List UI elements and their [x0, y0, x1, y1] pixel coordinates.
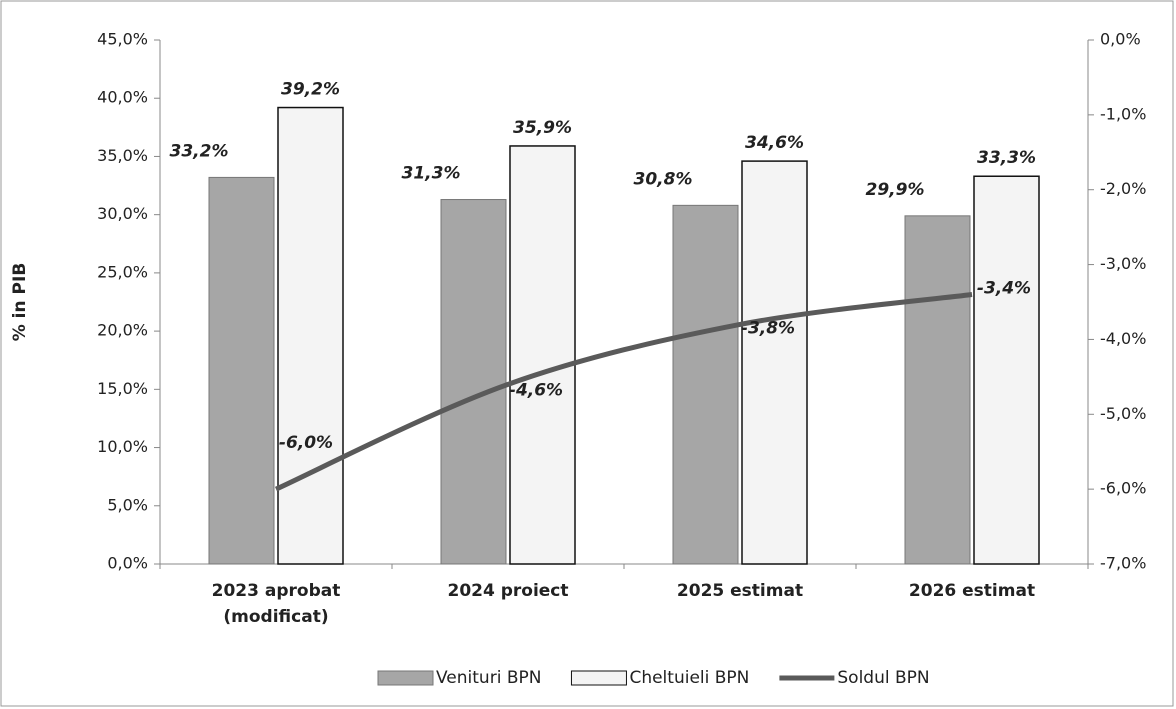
line	[274, 292, 973, 492]
y2-tick-label: -2,0%	[1100, 179, 1146, 198]
y2-tick-label: 0,0%	[1100, 30, 1141, 49]
data-label: 31,3%	[402, 164, 461, 184]
bar	[672, 204, 739, 565]
x-tick-label: 2025 estimat	[676, 581, 804, 601]
y2-tick-label: -4,0%	[1100, 329, 1146, 348]
data-label: 35,9%	[513, 118, 572, 138]
x-tick-label: 2026 estimat	[908, 581, 1036, 601]
data-label: 30,8%	[634, 169, 693, 189]
y-tick-label: 5,0%	[107, 495, 148, 514]
data-label: -3,8%	[741, 318, 795, 338]
y-tick-label: 0,0%	[107, 554, 148, 573]
legend-label: Soldul BPN	[837, 668, 929, 688]
bar	[509, 145, 576, 565]
y-tick-label: 35,0%	[97, 146, 148, 165]
x-tick-label: 2023 aprobat (modificat)	[211, 581, 341, 627]
y-tick-label: 30,0%	[97, 204, 148, 223]
data-label: -6,0%	[279, 433, 333, 453]
x-tick-label: 2024 proiect	[447, 581, 569, 601]
bar	[904, 215, 971, 565]
data-label: 34,6%	[745, 133, 804, 153]
y-tick-label: 25,0%	[97, 262, 148, 281]
data-label: 33,2%	[170, 141, 229, 161]
y2-tick-label: -3,0%	[1100, 254, 1146, 273]
y-tick-label: 20,0%	[97, 321, 148, 340]
bar	[973, 175, 1040, 565]
y-tick-label: 45,0%	[97, 30, 148, 49]
y-tick-label: 10,0%	[97, 437, 148, 456]
data-label: 29,9%	[866, 180, 925, 200]
bar	[741, 160, 808, 565]
y2-tick-label: -5,0%	[1100, 404, 1146, 423]
data-label: 33,3%	[977, 148, 1036, 168]
data-label: -4,6%	[509, 380, 563, 400]
y-axis-label: % in PIB	[10, 263, 30, 342]
y2-tick-label: -6,0%	[1100, 479, 1146, 498]
legend-label: Cheltuieli BPN	[629, 668, 749, 688]
data-label: 39,2%	[281, 80, 340, 100]
y2-tick-label: -7,0%	[1100, 554, 1146, 573]
legend-swatch	[377, 670, 434, 686]
y-tick-label: 15,0%	[97, 379, 148, 398]
legend-swatch	[570, 670, 627, 686]
bar	[440, 199, 507, 565]
y2-tick-label: -1,0%	[1100, 104, 1146, 123]
bar	[277, 106, 344, 565]
data-label: -3,4%	[977, 279, 1031, 299]
legend-label: Venituri BPN	[436, 668, 541, 688]
bar	[208, 176, 275, 565]
y-tick-label: 40,0%	[97, 88, 148, 107]
